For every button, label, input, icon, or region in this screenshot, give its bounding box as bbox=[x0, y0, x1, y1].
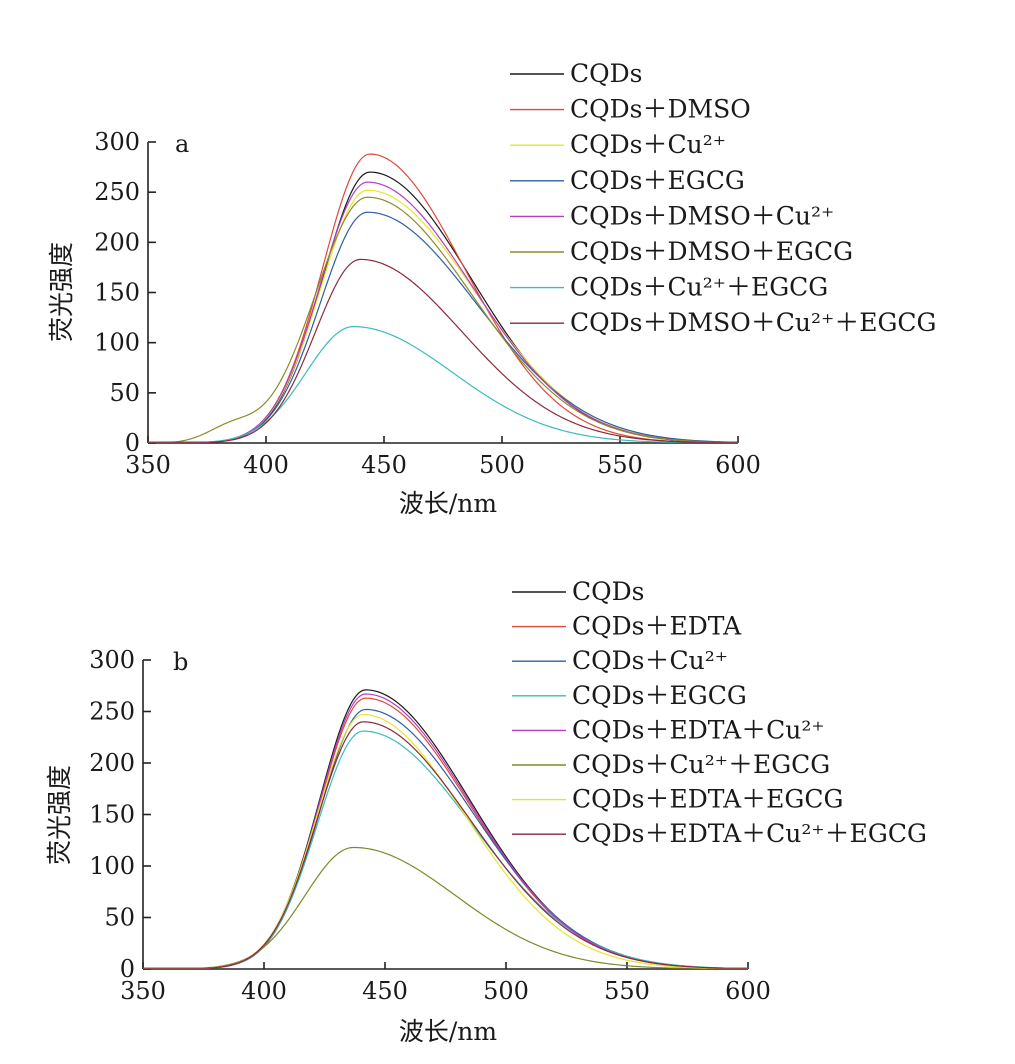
panel-a-legend-label-8: CQDs＋DMSO＋Cu²⁺＋EGCG bbox=[570, 308, 937, 337]
panel-b-y-tick-label: 150 bbox=[89, 801, 135, 829]
panel-a-label: a bbox=[175, 130, 189, 158]
panel-b-y-tick-label: 300 bbox=[89, 646, 135, 674]
panel-b-legend-label-6: CQDs＋Cu²⁺＋EGCG bbox=[572, 750, 830, 779]
panel-b-legend-label-3: CQDs＋Cu²⁺ bbox=[572, 646, 728, 675]
panel-b-x-tick-label: 500 bbox=[483, 977, 529, 1005]
panel-a-y-tick-label: 50 bbox=[109, 379, 140, 407]
panel-b-x-tick-label: 400 bbox=[241, 977, 287, 1005]
panel-a-legend-label-5: CQDs＋DMSO＋Cu²⁺ bbox=[570, 201, 834, 230]
panel-a-series-line-8 bbox=[148, 258, 738, 443]
panel-b-legend-label-8: CQDs＋EDTA＋Cu²⁺＋EGCG bbox=[572, 819, 927, 848]
panel-a-legend-label-2: CQDs＋DMSO bbox=[570, 95, 751, 124]
panel-b-y-tick-label: 0 bbox=[120, 955, 135, 983]
panel-b-y-tick-label: 50 bbox=[104, 904, 135, 932]
panel-b-series-line-6 bbox=[143, 846, 748, 969]
panel-b-label: b bbox=[173, 648, 188, 676]
panel-b-x-axis-title: 波长/nm bbox=[399, 1017, 498, 1046]
panel-b-y-tick-label: 250 bbox=[89, 698, 135, 726]
panel-a-y-axis-title: 荧光强度 bbox=[47, 242, 76, 342]
panel-b-legend-label-2: CQDs＋EDTA bbox=[572, 612, 742, 641]
panel-b-y-tick-label: 100 bbox=[89, 852, 135, 880]
panel-b-x-tick-label: 600 bbox=[725, 977, 771, 1005]
panel-b-x-tick-label: 450 bbox=[362, 977, 408, 1005]
panel-a: a 波长/nm 荧光强度 350 400 450 500 550 600 0 50 100 150… bbox=[47, 59, 937, 518]
panel-b-series-line-8 bbox=[143, 721, 748, 969]
panel-a-x-tick-label: 550 bbox=[597, 451, 643, 479]
panel-b-legend-label-4: CQDs＋EGCG bbox=[572, 681, 747, 710]
panel-a-x-tick-label: 600 bbox=[715, 451, 761, 479]
panel-a-legend-label-7: CQDs＋Cu²⁺＋EGCG bbox=[570, 273, 828, 302]
panel-a-series-line-7 bbox=[148, 326, 738, 443]
panel-a-y-tick-label: 0 bbox=[125, 429, 140, 457]
panel-b-legend-label-7: CQDs＋EDTA＋EGCG bbox=[572, 785, 843, 814]
panel-b-legend: CQDs CQDs＋EDTA CQDs＋Cu²⁺ CQDs＋EGCG CQDs＋EDTA… bbox=[512, 577, 927, 848]
panel-a-x-tick-label: 450 bbox=[361, 451, 407, 479]
panel-b-y-axis-title: 荧光强度 bbox=[45, 765, 74, 865]
panel-b: b 波长/nm 荧光强度 350 400 450 500 550 600 0 50 100 150… bbox=[45, 577, 927, 1046]
panel-a-y-tick-label: 250 bbox=[94, 178, 140, 206]
panel-b-x-tick-label: 350 bbox=[120, 977, 166, 1005]
panel-a-x-tick-label: 400 bbox=[243, 451, 289, 479]
panel-a-legend-label-1: CQDs bbox=[570, 59, 643, 88]
panel-a-y-tick-label: 150 bbox=[94, 279, 140, 307]
panel-a-legend-label-3: CQDs＋Cu²⁺ bbox=[570, 130, 726, 159]
panel-b-x-tick-label: 550 bbox=[604, 977, 650, 1005]
panel-a-y-tick-label: 100 bbox=[94, 329, 140, 357]
panel-a-legend-label-4: CQDs＋EGCG bbox=[570, 166, 745, 195]
panel-a-y-tick-label: 300 bbox=[94, 128, 140, 156]
panel-a-y-tick-label: 200 bbox=[94, 228, 140, 256]
panel-a-x-tick-label: 350 bbox=[125, 451, 171, 479]
panel-b-legend-label-5: CQDs＋EDTA＋Cu²⁺ bbox=[572, 715, 825, 744]
panel-a-x-tick-label: 500 bbox=[479, 451, 525, 479]
panel-a-legend: CQDs CQDs＋DMSO CQDs＋Cu²⁺ CQDs＋EGCG CQDs＋DMSO… bbox=[510, 59, 937, 337]
panel-b-y-tick-label: 200 bbox=[89, 749, 135, 777]
panel-a-x-axis-title: 波长/nm bbox=[399, 489, 498, 518]
panel-a-series-line-6 bbox=[148, 196, 738, 443]
panel-a-legend-label-6: CQDs＋DMSO＋EGCG bbox=[570, 237, 853, 266]
panel-b-legend-label-1: CQDs bbox=[572, 577, 645, 606]
